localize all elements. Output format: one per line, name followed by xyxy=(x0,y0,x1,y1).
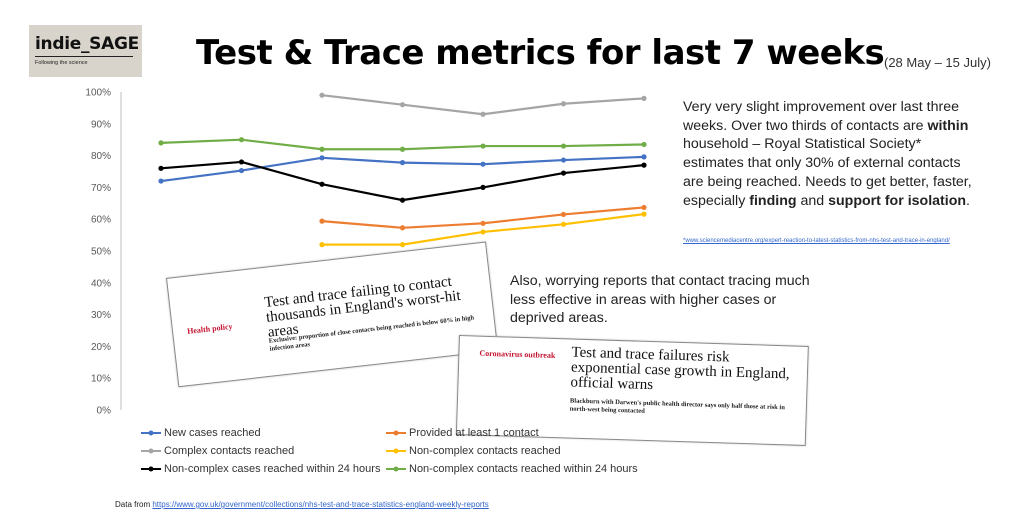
data-point xyxy=(319,218,325,224)
data-point xyxy=(641,141,647,148)
data-point xyxy=(641,162,647,168)
legend-item-complex-contacts: Complex contacts reached xyxy=(141,445,294,457)
note-emphasis-support: support for isolation xyxy=(828,192,967,209)
note-text-4: . xyxy=(966,192,970,209)
data-point xyxy=(399,242,406,248)
y-tick-label: 80% xyxy=(91,151,111,162)
legend-item-non-complex-contacts-24h: Non-complex contacts reached within 24 h… xyxy=(386,463,638,475)
legend-label: New cases reached xyxy=(164,427,261,439)
data-point xyxy=(480,184,486,190)
slide-subtitle: (28 May – 15 July) xyxy=(884,55,991,70)
legend-label: Non-complex cases reached within 24 hour… xyxy=(164,463,381,475)
series-line xyxy=(321,94,645,116)
data-point xyxy=(641,95,647,101)
data-point xyxy=(319,155,325,161)
data-point xyxy=(319,92,325,98)
data-point xyxy=(399,102,406,108)
logo-title: indie_SAGE xyxy=(35,34,139,54)
data-point xyxy=(480,143,486,149)
data-point xyxy=(238,137,245,143)
legend-label: Provided at least 1 contact xyxy=(409,427,539,439)
note-emphasis-finding: finding xyxy=(749,192,797,209)
data-point xyxy=(480,220,486,226)
note-text-2: household – Royal Statistical Society* e… xyxy=(683,136,972,209)
data-point xyxy=(560,211,567,218)
data-point xyxy=(319,146,325,152)
legend-label: Non-complex contacts reached xyxy=(409,445,561,457)
source-link-sciencemediacentre[interactable]: *www.sciencemediacentre.org/expert-react… xyxy=(683,238,950,244)
data-point xyxy=(641,211,647,217)
data-point xyxy=(238,159,245,165)
note-text-3: and xyxy=(796,192,829,209)
data-point xyxy=(641,154,647,160)
data-point xyxy=(158,165,164,171)
y-tick-label: 20% xyxy=(91,342,111,353)
y-tick-label: 50% xyxy=(91,247,111,258)
y-tick-label: 60% xyxy=(91,215,111,226)
data-point xyxy=(560,170,567,176)
y-tick-label: 100% xyxy=(85,88,111,99)
legend-swatch xyxy=(386,448,406,454)
legend-swatch xyxy=(141,448,161,454)
note-text-1: Very very slight improvement over last t… xyxy=(683,99,959,134)
clipping-section-tag: Coronavirus outbreak xyxy=(479,348,556,361)
logo-tagline: Following the science xyxy=(35,60,88,66)
slide-title: Test & Trace metrics for last 7 weeks xyxy=(196,33,885,73)
footer-source-link[interactable]: https://www.gov.uk/government/collection… xyxy=(152,500,489,509)
data-point xyxy=(399,197,406,203)
data-point xyxy=(641,204,647,211)
y-tick-label: 10% xyxy=(91,374,111,385)
legend-item-provided-contact: Provided at least 1 contact xyxy=(386,427,539,439)
clipping-headline: Test and trace failures risk exponential… xyxy=(570,344,790,394)
y-tick-label: 90% xyxy=(91,119,111,130)
legend-swatch xyxy=(386,430,406,436)
data-point xyxy=(560,221,567,227)
data-point xyxy=(399,225,406,231)
y-tick-label: 0% xyxy=(97,406,112,417)
legend-swatch xyxy=(386,466,406,472)
y-tick-label: 70% xyxy=(91,183,111,194)
data-point xyxy=(480,111,486,117)
data-point xyxy=(560,157,567,163)
clipping-section-tag: Health policy xyxy=(186,321,233,336)
logo-divider xyxy=(35,56,133,57)
data-source-footer: Data from https://www.gov.uk/government/… xyxy=(115,500,489,509)
legend-item-new-cases: New cases reached xyxy=(141,427,261,439)
y-tick-label: 40% xyxy=(91,278,111,289)
data-point xyxy=(480,229,486,235)
y-tick-label: 30% xyxy=(91,310,111,321)
indie-sage-logo: indie_SAGE Following the science xyxy=(29,25,142,77)
data-point xyxy=(399,146,406,152)
data-point xyxy=(319,181,325,187)
legend-swatch xyxy=(141,466,161,472)
commentary-note: Very very slight improvement over last t… xyxy=(683,98,983,210)
legend-swatch xyxy=(141,430,161,436)
data-point xyxy=(238,167,245,174)
data-point xyxy=(319,242,325,248)
data-point xyxy=(158,140,164,146)
footer-prefix: Data from xyxy=(115,500,153,509)
data-point xyxy=(560,101,567,107)
clipping-standfirst: Blackburn with Darwen's public health di… xyxy=(569,397,786,415)
second-commentary-note: Also, worrying reports that contact trac… xyxy=(510,273,810,327)
data-point xyxy=(480,161,486,167)
legend-item-non-complex-contacts: Non-complex contacts reached xyxy=(386,445,561,457)
data-point xyxy=(158,178,164,184)
data-point xyxy=(399,159,406,166)
data-point xyxy=(560,143,567,149)
note-emphasis-within: within xyxy=(927,117,969,134)
series-line xyxy=(160,160,645,202)
legend-label: Complex contacts reached xyxy=(164,445,295,457)
legend-item-non-complex-cases-24h: Non-complex cases reached within 24 hour… xyxy=(141,463,380,475)
legend-label: Non-complex contacts reached within 24 h… xyxy=(409,463,638,475)
